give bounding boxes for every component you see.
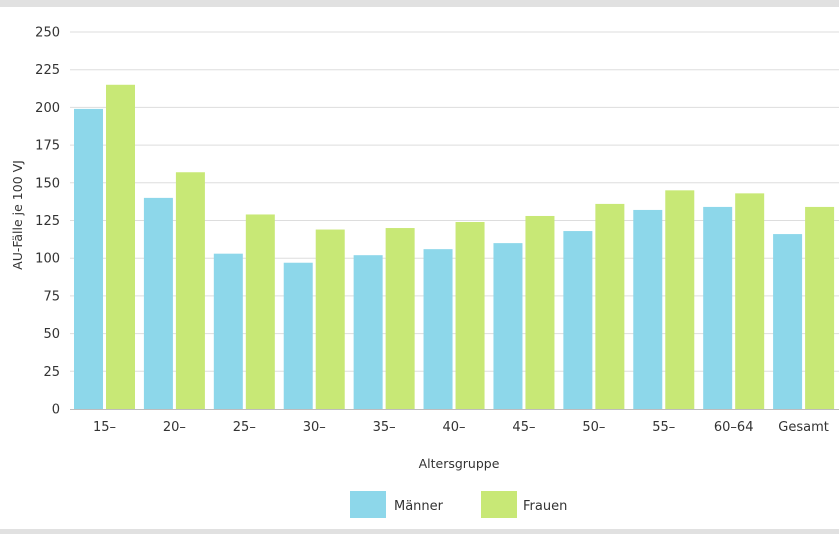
bar-maenner xyxy=(353,255,383,409)
bar-maenner xyxy=(563,231,593,409)
y-tick-label: 225 xyxy=(35,63,60,78)
y-tick-label: 75 xyxy=(43,289,60,304)
x-axis-ticks: 15– 20– 25– 30– 35– 40– 45– 50– 55– 60–64 Gesamt xyxy=(93,420,829,435)
legend-swatch xyxy=(481,491,517,518)
y-tick-label: 150 xyxy=(35,176,60,191)
y-tick-label: 100 xyxy=(35,252,60,267)
bar-frauen xyxy=(106,84,135,409)
x-tick-label: 20– xyxy=(163,420,186,435)
bar-maenner xyxy=(493,243,523,409)
top-rule xyxy=(0,0,839,7)
x-tick-label: 25– xyxy=(233,420,256,435)
x-tick-label: 40– xyxy=(443,420,466,435)
y-tick-label: 25 xyxy=(43,365,60,380)
bar-frauen xyxy=(525,215,555,409)
y-tick-label: 250 xyxy=(35,26,60,41)
x-tick-label: Gesamt xyxy=(778,420,829,435)
bar-frauen xyxy=(245,214,275,409)
x-tick-label: 45– xyxy=(512,420,535,435)
bar-maenner xyxy=(423,249,453,409)
y-tick-label: 125 xyxy=(35,214,60,229)
y-tick-label: 50 xyxy=(43,327,60,342)
x-tick-label: 30– xyxy=(303,420,326,435)
bars xyxy=(74,84,835,410)
bar-maenner xyxy=(773,234,803,409)
bar-maenner xyxy=(74,108,103,410)
y-axis-title: AU-Fälle je 100 VJ xyxy=(10,160,25,270)
x-tick-label: 55– xyxy=(652,420,675,435)
x-tick-label: 35– xyxy=(373,420,396,435)
y-tick-label: 175 xyxy=(35,139,60,154)
x-tick-label: 60–64 xyxy=(714,420,754,435)
legend: Männer Frauen xyxy=(350,491,567,518)
x-tick-label: 50– xyxy=(582,420,605,435)
x-axis-title: Altersgruppe xyxy=(419,456,500,471)
bar-frauen xyxy=(175,172,205,409)
bar-frauen xyxy=(315,229,345,409)
legend-swatch xyxy=(350,491,386,518)
bar-frauen xyxy=(595,203,625,409)
legend-label: Männer xyxy=(394,499,444,514)
bar-maenner xyxy=(143,197,173,409)
bar-maenner xyxy=(703,206,733,409)
bottom-rule xyxy=(0,529,839,534)
y-tick-label: 0 xyxy=(52,403,60,418)
x-tick-label: 15– xyxy=(93,420,116,435)
bar-maenner xyxy=(213,253,243,409)
bar-frauen xyxy=(665,190,695,409)
bar-maenner xyxy=(283,262,313,409)
y-axis-ticks: 0 25 50 75 100 125 150 175 200 225 250 xyxy=(35,26,60,418)
bar-frauen xyxy=(805,206,835,409)
bar-maenner xyxy=(633,209,663,409)
bar-frauen xyxy=(455,222,485,409)
bar-frauen xyxy=(735,193,765,409)
y-tick-label: 200 xyxy=(35,101,60,116)
bar-frauen xyxy=(385,228,415,409)
legend-label: Frauen xyxy=(523,499,567,514)
